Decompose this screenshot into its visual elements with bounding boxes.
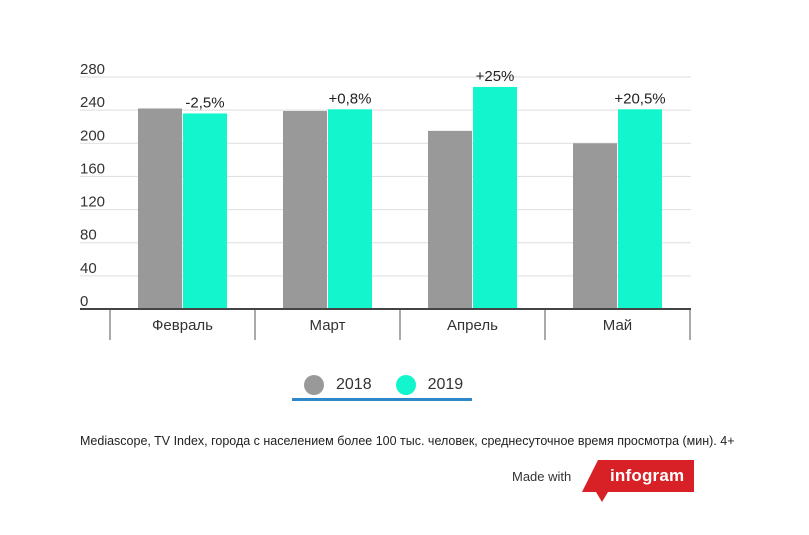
bar-2019-0[interactable] [183, 113, 227, 309]
y-tick-label: 160 [80, 160, 105, 177]
y-tick-label: 0 [80, 293, 88, 310]
x-axis: Февраль Март Апрель Май [80, 308, 691, 340]
y-tick-label: 280 [80, 61, 105, 78]
data-label: -2,5% [185, 94, 224, 111]
made-with-text: Made with [512, 469, 572, 484]
x-tick-label: Февраль [152, 317, 213, 334]
x-tick-label: Май [603, 317, 632, 334]
x-tick-label: Апрель [447, 317, 498, 334]
bar-chart: 0 40 80 120 160 200 240 280 -2,5% +0,8% +25% +20,5… [80, 61, 691, 340]
y-tick-label: 200 [80, 127, 105, 144]
bar-2018-2[interactable] [428, 130, 472, 309]
legend-swatch-2019 [395, 375, 416, 395]
legend-item-2019[interactable]: 2019 [384, 375, 464, 395]
y-tick-label: 40 [80, 260, 97, 277]
infogram-logo[interactable] [582, 460, 694, 502]
y-tick-label: 80 [80, 227, 97, 244]
bar-2018-0[interactable] [138, 108, 182, 309]
bar-2019-1[interactable] [328, 109, 372, 309]
infogram-brand-text: infogram [610, 466, 685, 485]
chart-legend: 2018 2019 [292, 368, 472, 402]
legend-underline [292, 398, 472, 401]
legend-label-2018: 2018 [336, 376, 372, 393]
y-axis-ticks: 0 40 80 120 160 200 240 280 [80, 61, 105, 310]
data-label: +20,5% [614, 90, 665, 107]
chart-bars [138, 86, 662, 309]
bar-2018-1[interactable] [283, 110, 327, 309]
bar-2019-2[interactable] [473, 86, 517, 309]
x-tick-label: Март [310, 317, 346, 334]
infogram-badge-shape [582, 460, 694, 502]
chart-data-labels: -2,5% +0,8% +25% +20,5% [185, 68, 665, 112]
legend-item-2018[interactable]: 2018 [292, 375, 372, 395]
data-label: +25% [476, 68, 515, 85]
bar-2019-3[interactable] [618, 109, 662, 309]
bar-2018-3[interactable] [573, 143, 617, 309]
y-tick-label: 120 [80, 194, 105, 211]
legend-swatch-2018 [304, 375, 324, 395]
source-note: Mediascope, TV Index, города с население… [80, 434, 735, 448]
y-tick-label: 240 [80, 94, 105, 111]
data-label: +0,8% [329, 90, 372, 107]
legend-label-2019: 2019 [427, 376, 464, 393]
